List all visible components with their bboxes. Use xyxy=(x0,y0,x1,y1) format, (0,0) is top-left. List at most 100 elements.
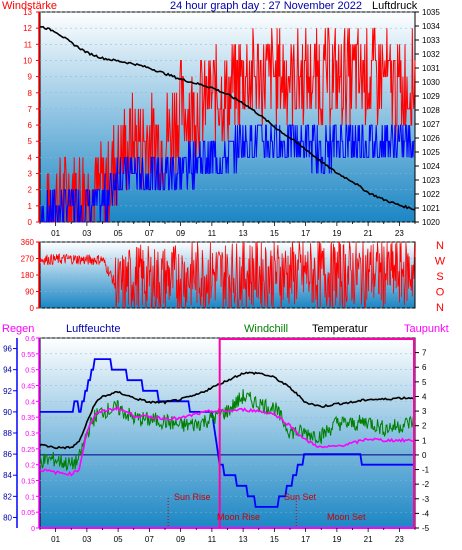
wind-y-tick-label: 2 xyxy=(28,186,33,195)
rain-y-tick-label: 0.3 xyxy=(25,431,35,438)
pressure-y-tick-label: 1023 xyxy=(422,176,440,185)
humidity-y-tick-label: 84 xyxy=(3,471,12,480)
moon-set-label: Moon Set xyxy=(327,512,366,522)
sun-set-label: Sun Set xyxy=(284,492,317,502)
direction-y-tick-label: 270 xyxy=(21,255,35,264)
humidity-y-tick-label: 86 xyxy=(3,450,12,459)
humidity-y-tick-label: 88 xyxy=(3,429,12,438)
humidity-y-tick-label: 92 xyxy=(3,387,12,396)
temperature-y-tick-label: -3 xyxy=(422,495,430,504)
compass-label: N xyxy=(436,302,444,314)
dewpoint-label: Taupunkt xyxy=(404,323,449,335)
pressure-y-tick-label: 1034 xyxy=(422,22,440,31)
pressure-y-tick-label: 1033 xyxy=(422,36,440,45)
compass-label: W xyxy=(435,256,446,268)
temperature-y-tick-label: -5 xyxy=(422,524,430,533)
top-x-tick-label: 21 xyxy=(364,229,373,238)
wind-y-tick-label: 0 xyxy=(28,218,33,227)
temperature-y-tick-label: 0 xyxy=(422,451,427,460)
rain-y-tick-label: 0.35 xyxy=(21,415,35,422)
rain-y-tick-label: 0.45 xyxy=(21,384,35,391)
pressure-y-tick-label: 1031 xyxy=(422,64,440,73)
top-x-tick-label: 01 xyxy=(51,229,60,238)
rain-y-axis: 0 0.05 0.1 0.15 0.2 0.25 0.3 0.35 0.4 0.45 0.5 0.55… xyxy=(21,336,40,533)
pressure-line xyxy=(39,25,416,211)
top-x-tick-label: 09 xyxy=(176,229,185,238)
humidity-y-tick-label: 94 xyxy=(3,366,12,375)
pressure-title: Luftdruck xyxy=(372,0,418,12)
wind-y-tick-label: 3 xyxy=(28,170,33,179)
temperature-y-tick-label: -2 xyxy=(422,480,430,489)
rain-label: Regen xyxy=(2,323,34,335)
wind-y-tick-label: 12 xyxy=(23,24,32,33)
pressure-y-tick-label: 1021 xyxy=(422,204,440,213)
bottom-x-tick-label: 19 xyxy=(332,535,341,544)
direction-y-axis: 0 90 180 270 360 xyxy=(21,238,40,313)
windchill-label: Windchill xyxy=(244,323,288,335)
pressure-y-tick-label: 1026 xyxy=(422,134,440,143)
wind-average-line xyxy=(40,124,415,223)
compass-label: O xyxy=(436,287,445,299)
top-x-tick-label: 13 xyxy=(239,229,248,238)
rain-y-tick-label: 0.6 xyxy=(25,336,35,343)
top-x-tick-label: 23 xyxy=(395,229,404,238)
top-x-tick-label: 07 xyxy=(145,229,154,238)
direction-y-tick-label: 90 xyxy=(25,288,34,297)
bottom-x-tick-label: 09 xyxy=(176,535,185,544)
pressure-y-tick-label: 1022 xyxy=(422,190,440,199)
astro-events: Sun Rise Sun Set Moon Rise Moon Set xyxy=(174,492,366,522)
temperature-y-tick-label: 2 xyxy=(422,422,427,431)
wind-y-tick-label: 9 xyxy=(28,73,33,82)
pressure-y-tick-label: 1020 xyxy=(422,218,440,227)
moon-rise-label: Moon Rise xyxy=(217,512,260,522)
bottom-x-tick-label: 17 xyxy=(301,535,310,544)
temperature-y-tick-label: -4 xyxy=(422,509,430,518)
wind-y-tick-label: 7 xyxy=(28,105,33,114)
bottom-x-tick-label: 23 xyxy=(395,535,404,544)
pressure-y-tick-label: 1024 xyxy=(422,162,440,171)
wind-y-tick-label: 5 xyxy=(28,137,33,146)
wind-pressure-series xyxy=(39,25,416,223)
wind-y-tick-label: 10 xyxy=(23,56,32,65)
rain-y-tick-label: 0.05 xyxy=(21,510,35,517)
pressure-y-tick-label: 1030 xyxy=(422,78,440,87)
humidity-y-axis: 80 82 84 86 88 90 92 94 96 xyxy=(3,338,18,528)
temperature-y-tick-label: -1 xyxy=(422,466,430,475)
moon-up-outline xyxy=(218,338,415,528)
temperature-plot-area xyxy=(39,337,416,529)
top-x-tick-label: 05 xyxy=(114,229,123,238)
top-x-tick-label: 03 xyxy=(82,229,91,238)
dewpoint-line xyxy=(39,404,416,477)
temperature-line xyxy=(39,371,416,450)
bottom-x-axis: 01 03 05 07 09 11 13 15 17 19 21 23 xyxy=(39,528,416,544)
wind-y-tick-label: 4 xyxy=(28,153,33,162)
wind-direction-line xyxy=(39,241,416,309)
sun-rise-label: Sun Rise xyxy=(174,492,211,502)
wind-y-tick-label: 6 xyxy=(28,121,33,130)
rain-y-tick-label: 0.15 xyxy=(21,479,35,486)
pressure-y-tick-label: 1027 xyxy=(422,120,440,129)
rain-y-tick-label: 0 xyxy=(31,526,35,533)
temperature-label: Temperatur xyxy=(312,323,368,335)
humidity-y-tick-label: 90 xyxy=(3,408,12,417)
bottom-x-tick-label: 07 xyxy=(145,535,154,544)
wind-y-tick-label: 8 xyxy=(28,89,33,98)
bottom-x-tick-label: 13 xyxy=(239,535,248,544)
temperature-y-axis: -5 -4 -3 -2 -1 0 1 2 3 4 5 6 7 xyxy=(415,349,430,533)
windchill-line xyxy=(39,389,416,472)
pressure-y-axis: 1020 1021 1022 1023 1024 1025 1026 1027 1028 1029… xyxy=(415,8,440,227)
wind-gust-line xyxy=(40,27,416,223)
pressure-y-tick-label: 1035 xyxy=(422,8,440,17)
wind-y-tick-label: 1 xyxy=(28,202,33,211)
bottom-x-tick-label: 11 xyxy=(208,535,217,544)
pressure-y-tick-label: 1028 xyxy=(422,106,440,115)
wind-y-tick-label: 13 xyxy=(23,8,32,17)
temperature-y-tick-label: 5 xyxy=(422,378,427,387)
rain-y-tick-label: 0.5 xyxy=(25,368,35,375)
temperature-y-tick-label: 1 xyxy=(422,436,427,445)
bottom-x-tick-label: 15 xyxy=(270,535,279,544)
temperature-y-tick-label: 7 xyxy=(422,349,427,358)
